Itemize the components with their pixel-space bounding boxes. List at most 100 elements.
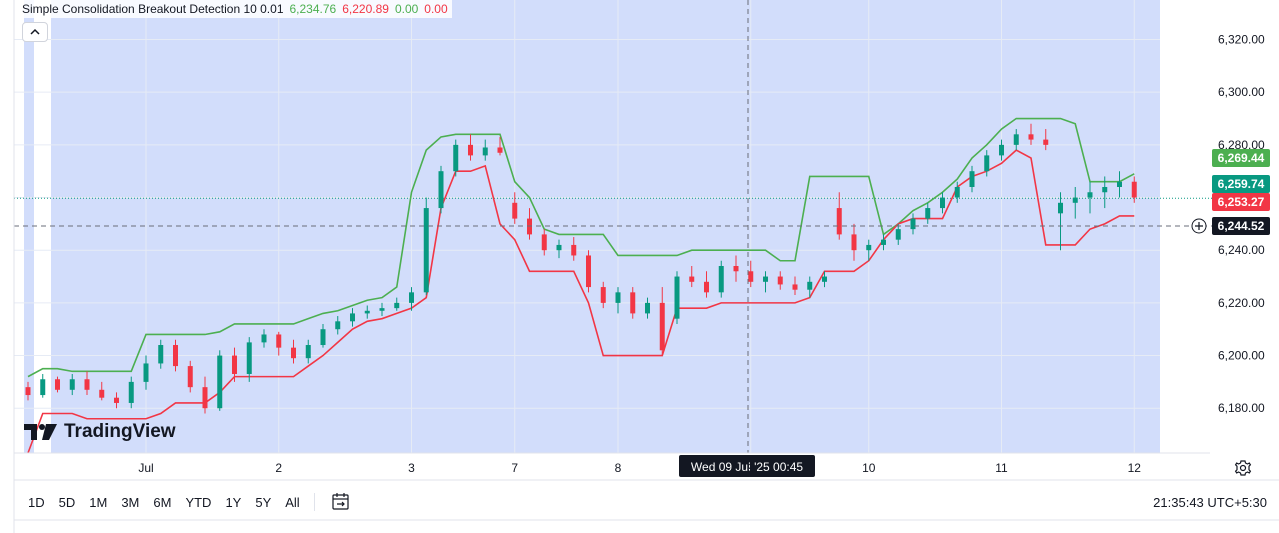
candle-body <box>689 276 695 282</box>
candle-body <box>379 308 385 311</box>
candle-body <box>394 302 400 309</box>
candle-body <box>674 276 680 319</box>
indicator-value-upper: 6,234.76 <box>289 2 337 16</box>
tradingview-logo-icon <box>24 424 57 440</box>
candle-body <box>645 302 650 314</box>
range-button-6m[interactable]: 6M <box>153 494 172 510</box>
range-button-1d[interactable]: 1D <box>28 494 45 510</box>
range-button-1m[interactable]: 1M <box>89 494 108 510</box>
candle-body <box>954 186 960 198</box>
price-tag-label: 6,253.27 <box>1218 195 1265 209</box>
x-tick-label: 10 <box>862 461 876 475</box>
candle-body <box>586 255 591 288</box>
y-tick-label: 6,240.00 <box>1218 243 1265 257</box>
price-tag <box>1212 149 1270 167</box>
candle-body <box>615 292 621 303</box>
crosshair-price-label: 6,244.52 <box>1218 219 1265 233</box>
candle-body <box>704 281 709 293</box>
bottom-toolbar: 1D 5D 1M 3M 6M YTD 1Y 5Y All 21:35:43 UT… <box>16 485 1279 519</box>
candle-body <box>291 347 296 359</box>
timezone-clock[interactable]: 21:35:43 UTC+5:30 <box>1153 494 1267 510</box>
candle-body <box>600 287 606 303</box>
candle-body <box>1058 202 1063 214</box>
candle-body <box>246 342 252 374</box>
candle-body <box>1087 192 1093 198</box>
x-tick-label: 11 <box>995 461 1008 475</box>
candle-body <box>497 147 503 153</box>
candle-body <box>748 271 754 282</box>
gear-icon[interactable] <box>1234 459 1252 477</box>
candle-body <box>881 239 886 245</box>
candle-body <box>910 218 916 230</box>
tradingview-logo[interactable]: TradingView <box>24 421 176 443</box>
crosshair-price-tag <box>1212 217 1270 235</box>
candle-body <box>84 379 90 390</box>
x-tick-label: 3 <box>408 461 415 475</box>
y-tick-label: 6,280.00 <box>1218 138 1265 152</box>
lower-band-line <box>27 149 1135 454</box>
range-button-ytd[interactable]: YTD <box>185 494 212 510</box>
range-button-5y[interactable]: 5Y <box>255 494 272 510</box>
candle-body <box>25 387 31 396</box>
range-button-all[interactable]: All <box>285 494 300 510</box>
range-button-5d[interactable]: 5D <box>58 494 76 510</box>
candle-body <box>1131 181 1137 198</box>
chevron-up-icon <box>30 28 40 35</box>
candle-body <box>364 310 370 314</box>
candle-body <box>763 276 768 282</box>
candle-body <box>1043 139 1049 145</box>
time-axis[interactable]: Jul 2 3 7 8 9 10 11 12 <box>138 461 1141 475</box>
consolidation-zone-left <box>24 0 34 453</box>
range-button-1y[interactable]: 1Y <box>225 494 242 510</box>
candle-body <box>114 397 119 403</box>
collapse-legend-button[interactable] <box>22 22 48 42</box>
candle-body <box>468 144 473 156</box>
candle-body <box>984 155 990 172</box>
candle-body <box>143 363 149 382</box>
range-button-3m[interactable]: 3M <box>121 494 140 510</box>
candle-body <box>128 381 134 403</box>
indicator-name: Simple Consolidation Breakout Detection … <box>22 2 284 16</box>
candle-body <box>438 171 444 209</box>
x-tick-label: 7 <box>511 461 518 475</box>
candle-body <box>202 387 208 409</box>
consolidation-zone <box>51 0 1160 453</box>
indicator-value-4: 0.00 <box>424 2 448 16</box>
candle-body <box>969 171 975 187</box>
toolbar-divider <box>313 493 315 511</box>
candle-body <box>1102 186 1108 193</box>
candle-body <box>777 276 783 285</box>
candle-body <box>335 321 341 330</box>
y-tick-label: 6,180.00 <box>1218 401 1265 415</box>
candle-body <box>895 229 901 240</box>
price-tag <box>1212 193 1270 211</box>
candle-body <box>69 379 75 390</box>
candle-body <box>541 234 547 251</box>
candle-body <box>305 345 311 359</box>
candle-body <box>659 302 665 351</box>
price-axis[interactable]: 6,180.006,200.006,220.006,240.006,260.00… <box>1212 33 1270 416</box>
brand-name: TradingView <box>64 421 176 442</box>
candle-body <box>571 244 577 256</box>
crosshair: Wed 09 Jul '25 00:45 6,244.52 <box>14 0 1270 477</box>
candle-body <box>453 144 459 172</box>
goto-date-icon[interactable] <box>331 492 351 512</box>
plus-icon <box>1195 222 1203 230</box>
candle-body <box>423 208 429 293</box>
x-tick-label: Jul <box>138 461 153 475</box>
crosshair-time-label: Wed 09 Jul '25 00:45 <box>691 460 803 474</box>
candle-body <box>187 366 193 388</box>
consolidation-bands <box>27 117 1135 454</box>
candle-body <box>1028 134 1034 140</box>
y-tick-label: 6,220.00 <box>1218 296 1265 310</box>
candle-body <box>1013 134 1019 145</box>
candle-body <box>158 345 164 364</box>
candle-body <box>409 292 414 303</box>
y-tick-label: 6,320.00 <box>1218 33 1265 47</box>
price-tag-label: 6,269.44 <box>1218 151 1265 165</box>
crosshair-time-tag <box>679 455 815 477</box>
candle-body <box>836 208 842 235</box>
indicator-legend[interactable]: Simple Consolidation Breakout Detection … <box>18 0 452 18</box>
candle-body <box>512 202 518 219</box>
